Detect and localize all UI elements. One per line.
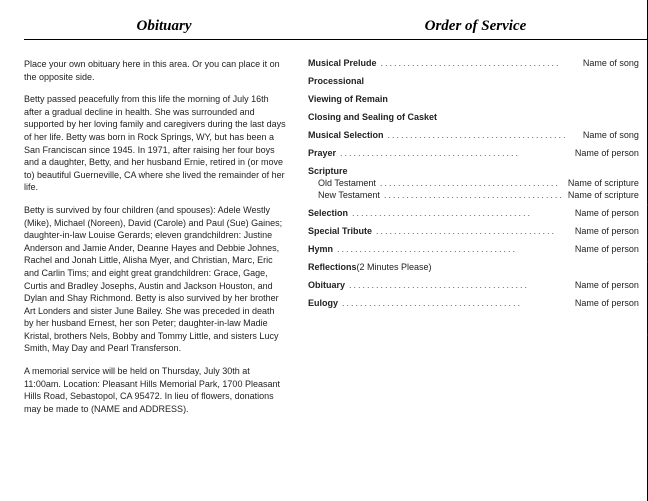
service-scripture: Scripture xyxy=(308,166,647,176)
service-sublabel: Old Testament xyxy=(308,178,376,188)
service-value: Name of scripture xyxy=(568,190,647,200)
obituary-p3: Betty is survived by four children (and … xyxy=(24,204,286,355)
service-value: Name of person xyxy=(575,280,647,290)
service-column: Musical Prelude ........................… xyxy=(308,58,647,425)
service-viewing: Viewing of Remain xyxy=(308,94,647,104)
service-value: Name of person xyxy=(575,208,647,218)
dot-leader: ........................................ xyxy=(384,190,564,200)
service-eulogy: Eulogy .................................… xyxy=(308,298,647,308)
service-tribute: Special Tribute ........................… xyxy=(308,226,647,236)
service-label: Musical Prelude xyxy=(308,58,377,68)
service-value: Name of song xyxy=(583,130,647,140)
service-prayer: Prayer .................................… xyxy=(308,148,647,158)
dot-leader: ........................................ xyxy=(380,178,564,188)
service-processional: Processional xyxy=(308,76,647,86)
content-area: Obituary Order of Service Place your own… xyxy=(0,0,647,501)
service-label: Selection xyxy=(308,208,348,218)
obituary-column: Place your own obituary here in this are… xyxy=(24,58,286,425)
service-musical: Musical Selection ......................… xyxy=(308,130,647,140)
service-label: Musical Selection xyxy=(308,130,384,140)
obituary-p1: Place your own obituary here in this are… xyxy=(24,58,286,83)
header-order-of-service: Order of Service xyxy=(304,18,647,35)
header-obituary: Obituary xyxy=(24,18,304,35)
service-label: Viewing of Remain xyxy=(308,94,388,104)
service-value: Name of scripture xyxy=(568,178,647,188)
service-label: Scripture xyxy=(308,166,348,176)
service-scripture-nt: New Testament ..........................… xyxy=(308,190,647,200)
dot-leader: ........................................ xyxy=(376,226,571,236)
service-value: Name of person xyxy=(575,298,647,308)
dot-leader: ........................................ xyxy=(388,130,579,140)
service-label: Hymn xyxy=(308,244,333,254)
service-value: Name of person xyxy=(575,148,647,158)
header-row: Obituary Order of Service xyxy=(24,18,647,40)
service-label: Closing and Sealing of Casket xyxy=(308,112,437,122)
service-value: Name of person xyxy=(575,244,647,254)
service-label: Eulogy xyxy=(308,298,338,308)
service-label: Obituary xyxy=(308,280,345,290)
dot-leader: ........................................ xyxy=(340,148,571,158)
page: Obituary Order of Service Place your own… xyxy=(0,0,648,501)
columns: Place your own obituary here in this are… xyxy=(24,58,647,425)
service-reflections: Reflections (2 Minutes Please) xyxy=(308,262,647,272)
service-selection: Selection ..............................… xyxy=(308,208,647,218)
service-value: Name of person xyxy=(575,226,647,236)
service-value: Name of song xyxy=(583,58,647,68)
service-obituary: Obituary ...............................… xyxy=(308,280,647,290)
service-prelude: Musical Prelude ........................… xyxy=(308,58,647,68)
dot-leader: ........................................ xyxy=(349,280,571,290)
service-label: Processional xyxy=(308,76,364,86)
service-closing: Closing and Sealing of Casket xyxy=(308,112,647,122)
obituary-p2: Betty passed peacefully from this life t… xyxy=(24,93,286,194)
obituary-p4: A memorial service will be held on Thurs… xyxy=(24,365,286,415)
service-label: Special Tribute xyxy=(308,226,372,236)
service-hymn: Hymn ...................................… xyxy=(308,244,647,254)
dot-leader: ........................................ xyxy=(342,298,571,308)
dot-leader: ........................................ xyxy=(381,58,579,68)
dot-leader: ........................................ xyxy=(337,244,571,254)
service-label: Reflections xyxy=(308,262,357,272)
service-scripture-ot: Old Testament ..........................… xyxy=(308,178,647,188)
service-label: Prayer xyxy=(308,148,336,158)
dot-leader: ........................................ xyxy=(352,208,571,218)
service-note: (2 Minutes Please) xyxy=(357,262,432,272)
service-sublabel: New Testament xyxy=(308,190,380,200)
